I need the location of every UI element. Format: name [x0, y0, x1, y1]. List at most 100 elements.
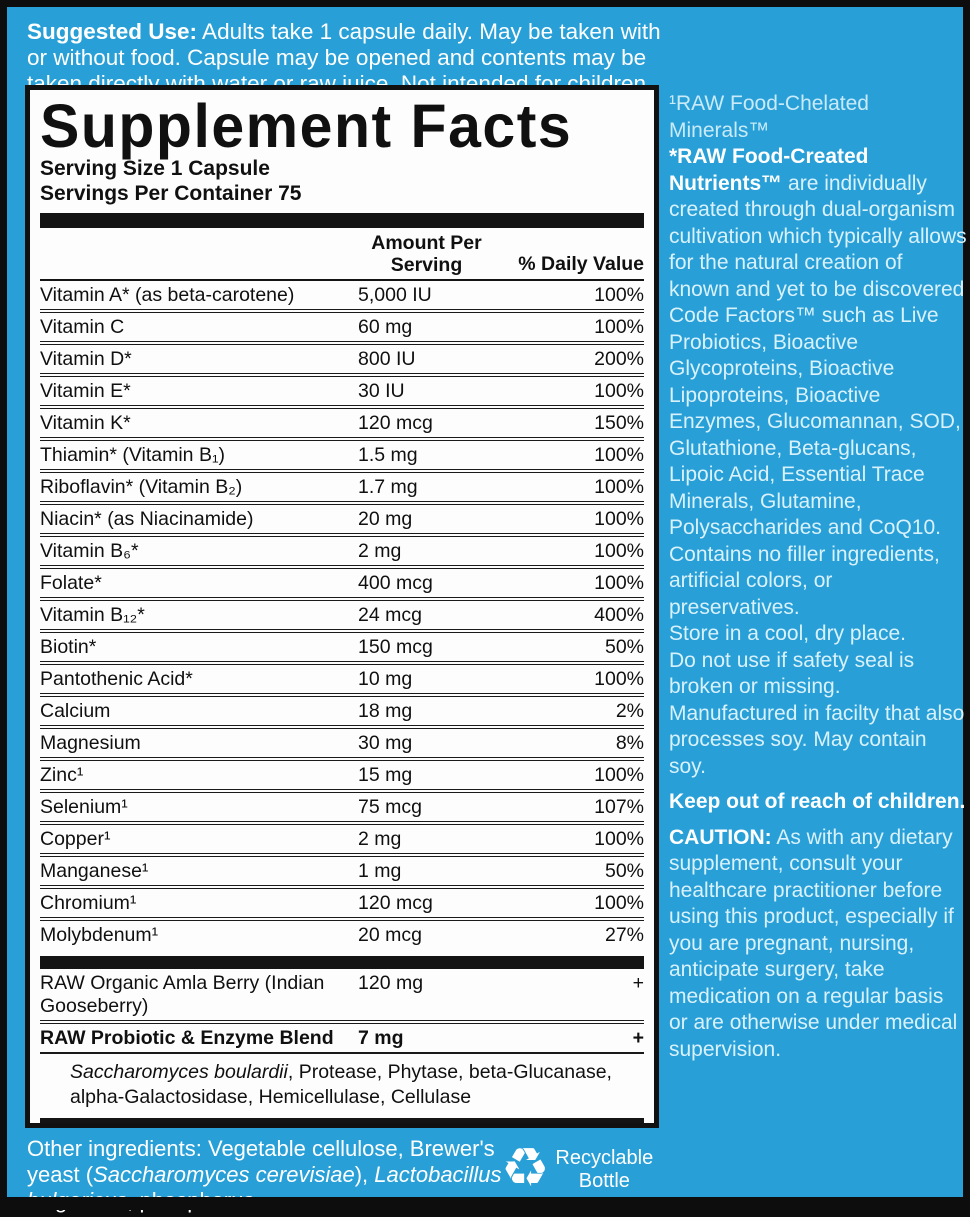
info-paragraph: ¹RAW Food-Chelated Minerals™ [669, 92, 869, 142]
nutrient-amount: 800 IU [358, 348, 416, 370]
table-row: Biotin* 150 mcg 50% [40, 633, 644, 665]
nutrient-daily-value: 100% [594, 764, 644, 786]
nutrient-daily-value: 100% [594, 380, 644, 402]
other-ingredients: Other ingredients: Vegetable cellulose, … [27, 1136, 502, 1213]
nutrient-name: Vitamin K* [40, 412, 131, 434]
table-row: Copper¹ 2 mg 100% [40, 825, 644, 857]
nutrient-name: RAW Organic Amla Berry (Indian Gooseberr… [40, 972, 325, 1017]
nutrient-daily-value: 100% [594, 540, 644, 562]
nutrient-amount: 10 mg [358, 668, 413, 690]
column-header-daily-value: % Daily Value [518, 253, 644, 275]
nutrient-amount: 20 mg [358, 508, 413, 530]
serving-size: Serving Size 1 Capsule [40, 157, 270, 180]
divider-bar-top [40, 213, 644, 228]
nutrient-amount: 75 mcg [358, 796, 422, 818]
table-row: RAW Organic Amla Berry (Indian Gooseberr… [40, 969, 644, 1024]
nutrient-name: Molybdenum¹ [40, 924, 159, 946]
nutrient-daily-value: 100% [594, 572, 644, 594]
recyclable-bottle-badge: ♻ Recyclable Bottle [501, 1141, 671, 1195]
divider-bar-middle [40, 956, 644, 969]
nutrient-name: Vitamin E* [40, 380, 131, 402]
nutrient-daily-value: 100% [594, 668, 644, 690]
nutrient-amount: 120 mg [358, 972, 424, 994]
facts-rows: Vitamin A* (as beta-carotene) 5,000 IU 100… [40, 281, 644, 949]
nutrient-amount: 60 mg [358, 316, 413, 338]
table-row: Vitamin B₆* 2 mg 100% [40, 537, 644, 569]
nutrient-amount: 24 mcg [358, 604, 422, 626]
nutrient-daily-value: 150% [594, 412, 644, 434]
recycle-icon: ♻ [501, 1136, 550, 1199]
nutrient-name: RAW Probiotic & Enzyme Blend [40, 1027, 334, 1049]
nutrient-amount: 2 mg [358, 540, 402, 562]
table-row: Niacin* (as Niacinamide) 20 mg 100% [40, 505, 644, 537]
nutrient-name: Vitamin D* [40, 348, 132, 370]
nutrient-daily-value: 200% [594, 348, 644, 370]
nutrient-amount: 20 mcg [358, 924, 422, 946]
table-row: Vitamin E* 30 IU 100% [40, 377, 644, 409]
nutrient-daily-value: 2% [615, 700, 644, 722]
panel-title: Supplement Facts [40, 91, 573, 161]
table-row: Selenium¹ 75 mcg 107% [40, 793, 644, 825]
suggested-use-label: Suggested Use: [27, 19, 198, 44]
table-row: Folate* 400 mcg 100% [40, 569, 644, 601]
table-row: Vitamin K* 120 mcg 150% [40, 409, 644, 441]
column-header-amount: Amount Per Serving [371, 232, 482, 276]
nutrient-amount: 18 mg [358, 700, 413, 722]
supplement-facts-panel: Supplement Facts Serving Size 1 Capsule … [25, 85, 659, 1128]
table-row: Vitamin A* (as beta-carotene) 5,000 IU 100… [40, 281, 644, 313]
nutrient-name: Biotin* [40, 636, 97, 658]
nutrient-name: Thiamin* (Vitamin B₁) [40, 444, 226, 466]
nutrient-name: Pantothenic Acid* [40, 668, 193, 690]
table-row: Chromium¹ 120 mcg 100% [40, 889, 644, 921]
blend-detail-rest: , Protease, Phytase, beta-Glucanase, alp… [70, 1061, 612, 1108]
nutrient-name: Folate* [40, 572, 102, 594]
nutrient-daily-value: 27% [604, 924, 644, 946]
nutrient-daily-value: + [632, 1027, 644, 1049]
right-info-column: ¹RAW Food-Chelated Minerals™ *RAW Food-Cr… [669, 91, 967, 1063]
nutrient-amount: 1 mg [358, 860, 402, 882]
nutrient-name: Magnesium [40, 732, 141, 754]
table-row: RAW Probiotic & Enzyme Blend 7 mg + [40, 1024, 644, 1054]
nutrient-amount: 400 mcg [358, 572, 433, 594]
nutrient-name: Riboflavin* (Vitamin B₂) [40, 476, 243, 498]
table-row: Manganese¹ 1 mg 50% [40, 857, 644, 889]
nutrient-amount: 120 mcg [358, 892, 433, 914]
table-row: Vitamin B₁₂* 24 mcg 400% [40, 601, 644, 633]
nutrient-amount: 1.5 mg [358, 444, 418, 466]
servings-per-container: Servings Per Container 75 [40, 182, 302, 205]
blend-detail: Saccharomyces boulardii, Protease, Phyta… [40, 1054, 644, 1118]
nutrient-daily-value: + [632, 972, 644, 994]
nutrient-name: Vitamin B₆* [40, 540, 139, 562]
table-row: Zinc¹ 15 mg 100% [40, 761, 644, 793]
recycle-label: Recyclable Bottle [555, 1147, 654, 1192]
info-paragraph: Do not use if safety seal is broken or m… [669, 648, 915, 699]
nutrient-amount: 150 mcg [358, 636, 433, 658]
nutrient-daily-value: 100% [594, 828, 644, 850]
nutrient-daily-value: 100% [594, 508, 644, 530]
divider-bar-bottom [40, 1118, 644, 1123]
nutrient-daily-value: 50% [604, 636, 644, 658]
nutrient-daily-value: 100% [594, 284, 644, 306]
table-row: Molybdenum¹ 20 mcg 27% [40, 921, 644, 949]
info-paragraph: *RAW Food-Created Nutrients™ are individ… [669, 145, 967, 539]
table-row: Vitamin C 60 mg 100% [40, 313, 644, 345]
nutrient-daily-value: 50% [604, 860, 644, 882]
column-header-row: Amount Per Serving % Daily Value [40, 228, 644, 281]
nutrient-daily-value: 100% [594, 444, 644, 466]
nutrient-name: Manganese¹ [40, 860, 149, 882]
nutrient-daily-value: 400% [594, 604, 644, 626]
nutrient-daily-value: 107% [594, 796, 644, 818]
nutrient-daily-value: 100% [594, 892, 644, 914]
nutrient-name: Niacin* (as Niacinamide) [40, 508, 254, 530]
info-paragraph: Manufactured in facilty that also proces… [669, 701, 965, 778]
nutrient-name: Copper¹ [40, 828, 111, 850]
info-paragraph: Store in a cool, dry place. [669, 622, 906, 645]
nutrient-amount: 120 mcg [358, 412, 433, 434]
nutrient-amount: 30 mg [358, 732, 413, 754]
nutrient-amount: 15 mg [358, 764, 413, 786]
table-row: Pantothenic Acid* 10 mg 100% [40, 665, 644, 697]
nutrient-amount: 1.7 mg [358, 476, 418, 498]
nutrient-name: Vitamin C [40, 316, 125, 338]
table-row: Vitamin D* 800 IU 200% [40, 345, 644, 377]
